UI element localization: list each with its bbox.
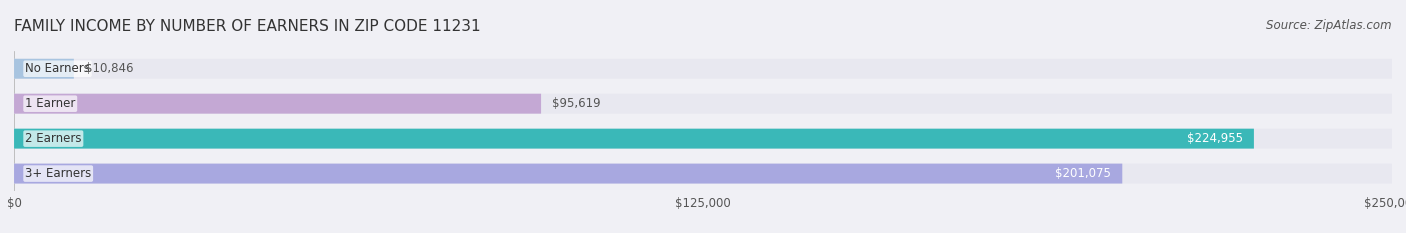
FancyBboxPatch shape	[14, 129, 1392, 149]
FancyBboxPatch shape	[14, 164, 1392, 184]
Text: $95,619: $95,619	[553, 97, 600, 110]
Text: 3+ Earners: 3+ Earners	[25, 167, 91, 180]
Text: No Earners: No Earners	[25, 62, 90, 75]
FancyBboxPatch shape	[14, 59, 75, 79]
Text: $224,955: $224,955	[1187, 132, 1243, 145]
FancyBboxPatch shape	[14, 59, 1392, 79]
FancyBboxPatch shape	[14, 94, 541, 114]
FancyBboxPatch shape	[14, 94, 1392, 114]
Text: 2 Earners: 2 Earners	[25, 132, 82, 145]
Text: 1 Earner: 1 Earner	[25, 97, 76, 110]
FancyBboxPatch shape	[14, 164, 1122, 184]
FancyBboxPatch shape	[14, 129, 1254, 149]
Text: FAMILY INCOME BY NUMBER OF EARNERS IN ZIP CODE 11231: FAMILY INCOME BY NUMBER OF EARNERS IN ZI…	[14, 19, 481, 34]
Text: $201,075: $201,075	[1056, 167, 1111, 180]
Text: Source: ZipAtlas.com: Source: ZipAtlas.com	[1267, 19, 1392, 32]
Text: $10,846: $10,846	[84, 62, 134, 75]
